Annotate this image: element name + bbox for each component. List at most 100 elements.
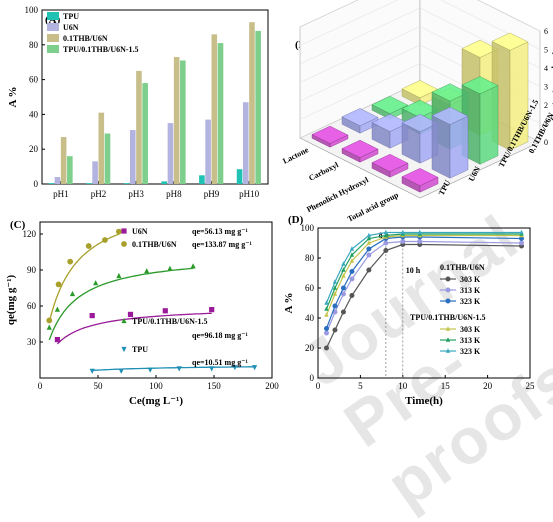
category-label: Carboxyl [307, 160, 340, 183]
data-point [332, 279, 338, 284]
bar [167, 123, 174, 184]
data-point [366, 235, 372, 241]
z-tick-label: 2 [544, 101, 548, 110]
bar [491, 32, 529, 51]
data-point [147, 367, 153, 373]
data-point [252, 365, 258, 371]
z-tick-label: 5 [544, 46, 548, 55]
y-tick-label: 20 [305, 343, 315, 353]
data-point [190, 263, 196, 269]
x-tick-label: 10 [398, 381, 408, 391]
legend-marker [445, 287, 451, 293]
y-tick-label: 40 [29, 109, 39, 119]
data-point [366, 252, 372, 258]
x-tick-label: 0 [38, 381, 43, 391]
y-tick-label: 120 [23, 229, 37, 239]
data-point [400, 229, 405, 235]
bar [92, 161, 98, 184]
legend-label: 0.1THB/U6N [63, 34, 108, 43]
series-line [325, 243, 522, 349]
y-tick-label: 100 [25, 5, 39, 15]
data-point [332, 285, 338, 290]
fit-curve [48, 267, 194, 341]
bar [242, 102, 249, 184]
legend-label: 323 K [460, 297, 481, 306]
grid-line [299, 7, 421, 65]
data-point [341, 261, 346, 266]
bar [86, 183, 92, 184]
legend-marker [445, 276, 451, 282]
data-point [349, 252, 355, 257]
bar [431, 106, 469, 125]
data-point [116, 272, 122, 279]
grid-line [299, 26, 421, 83]
qe-label: qe=10.51 mg g⁻¹ [192, 358, 248, 367]
fit-curve [48, 233, 120, 323]
data-point [349, 258, 355, 263]
data-point [209, 366, 215, 372]
y-tick-label: 100 [301, 223, 315, 233]
x-tick-label: 100 [149, 381, 163, 391]
y-tick-label: 30 [27, 337, 37, 347]
data-point [115, 228, 122, 235]
data-point [89, 368, 95, 374]
data-point [519, 229, 524, 235]
data-point [366, 240, 372, 245]
data-point [162, 308, 168, 314]
legend-title: TPU/0.1THB/U6N-1.5 [410, 313, 486, 322]
legend-swatch [47, 34, 59, 42]
bar [104, 133, 111, 184]
x-tick-label: 200 [265, 381, 279, 391]
y-tick-label: 60 [27, 301, 37, 311]
bar [341, 139, 379, 158]
data-point [55, 281, 62, 288]
data-point [323, 325, 329, 331]
legend-marker [121, 241, 127, 247]
x-tick-label: pH10 [239, 189, 259, 199]
x-tick-label: 150 [207, 381, 221, 391]
data-point [519, 240, 525, 246]
data-point [383, 248, 389, 254]
data-point [46, 317, 53, 324]
data-point [323, 345, 329, 351]
grid-line [299, 63, 421, 120]
legend-label: 303 K [460, 325, 481, 334]
y-tick-label: 90 [27, 265, 37, 275]
bar [180, 60, 186, 184]
legend-marker [121, 228, 127, 234]
legend-swatch [47, 23, 59, 31]
data-point [341, 273, 346, 278]
y-tick-label: 40 [305, 313, 315, 323]
bar [199, 175, 205, 184]
bar [142, 83, 148, 184]
legend-title: 0.1THB/U6N [440, 263, 485, 272]
z-tick-label: 3 [544, 83, 548, 92]
y-tick-label: 20 [29, 144, 39, 154]
bar [211, 34, 218, 184]
data-point [417, 239, 423, 245]
y-tick-label: 80 [29, 40, 39, 50]
bar-face [479, 85, 499, 165]
bar [173, 56, 180, 185]
data-point [417, 229, 422, 235]
data-point [54, 337, 60, 343]
x-tick-label: 50 [94, 381, 104, 391]
data-point [167, 265, 173, 271]
data-point [366, 267, 372, 273]
bar [60, 137, 67, 184]
legend-label: U6N [63, 23, 79, 32]
z-tick-label: 1 [544, 120, 548, 129]
y-tick-label: 60 [305, 283, 315, 293]
data-point [340, 285, 346, 291]
x-tick-label: pH8 [166, 189, 182, 199]
data-point [127, 311, 134, 317]
data-point [349, 292, 355, 298]
data-point [340, 309, 346, 315]
y-axis-label: A % [283, 292, 295, 313]
data-point [349, 268, 355, 274]
data-point [366, 246, 372, 252]
panel-c: (C) 0 50 100 150 200 30 60 90 120 Ce(mg L⁻¹) qe(mg … [5, 219, 279, 407]
legend-label: U6N [132, 227, 148, 236]
